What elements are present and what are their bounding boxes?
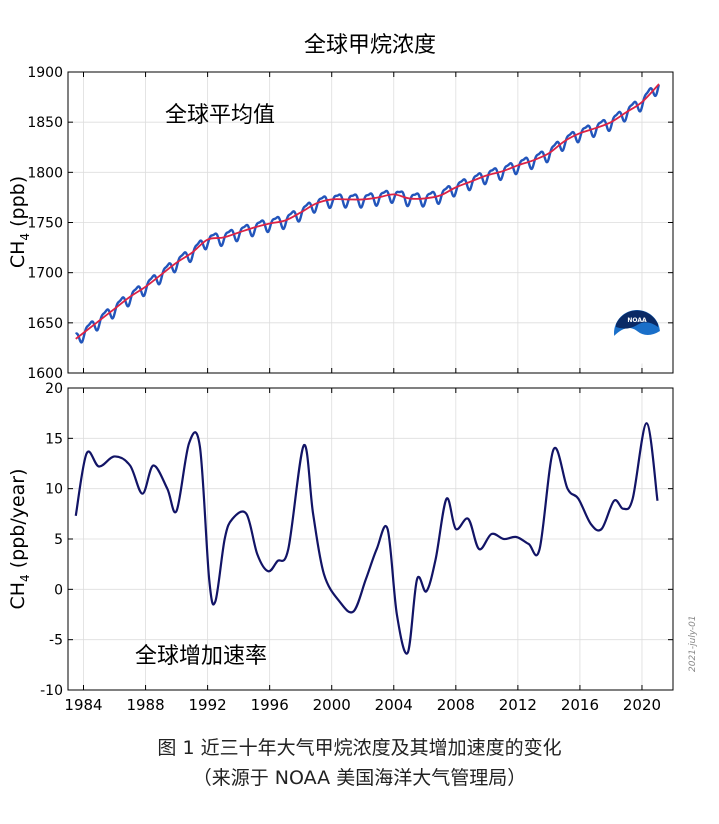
bottom-x-ticks: 1984 1988 1992 1996 2000 2004 2008 2012 2016 2020 bbox=[64, 388, 661, 714]
bottom-y-axis-label: CH4 (ppb/year) bbox=[7, 468, 32, 609]
top-annotation: 全球平均值 bbox=[165, 103, 275, 128]
chart-title: 全球甲烷浓度 bbox=[304, 33, 436, 58]
y-tick-label: 1700 bbox=[27, 266, 63, 282]
y-tick-label: -5 bbox=[49, 633, 63, 649]
trend-line bbox=[75, 83, 660, 340]
x-tick-label: 2012 bbox=[499, 696, 537, 714]
top-series bbox=[74, 83, 660, 344]
methane-chart: 全球甲烷浓度 1600 1650 1700 1750 1800 1850 1900 全球平均… bbox=[7, 33, 674, 714]
bottom-series bbox=[74, 422, 659, 655]
growth-rate-line bbox=[74, 422, 659, 655]
y-tick-label: 5 bbox=[54, 532, 63, 548]
y-tick-label: 1650 bbox=[27, 316, 63, 332]
x-tick-label: 1984 bbox=[64, 696, 102, 714]
top-y-axis-label: CH4 (ppb) bbox=[7, 176, 32, 268]
x-tick-label: 1992 bbox=[189, 696, 227, 714]
noaa-logo-icon: NOAA bbox=[614, 310, 660, 364]
y-tick-label: 20 bbox=[45, 381, 63, 397]
figure-source: （来源于 NOAA 美国海洋大气管理局） bbox=[192, 767, 527, 789]
y-tick-label: 1750 bbox=[27, 216, 63, 232]
x-tick-label: 2000 bbox=[313, 696, 351, 714]
y-tick-label: 1900 bbox=[27, 65, 63, 81]
y-tick-label: 1800 bbox=[27, 165, 63, 181]
bottom-annotation: 全球增加速率 bbox=[135, 644, 267, 669]
noaa-logo-text: NOAA bbox=[627, 317, 647, 324]
monthly-mean-line bbox=[74, 84, 660, 344]
y-tick-label: 10 bbox=[45, 482, 63, 498]
top-panel: 1600 1650 1700 1750 1800 1850 1900 全球平均值 CH4 (… bbox=[7, 65, 674, 382]
figure-caption: 图 1 近三十年大气甲烷浓度及其增加速度的变化 bbox=[157, 737, 562, 759]
top-y-ticks: 1600 1650 1700 1750 1800 1850 1900 bbox=[27, 65, 673, 382]
bottom-y-ticks: -10 -5 0 5 10 15 20 bbox=[40, 381, 673, 699]
y-tick-label: -10 bbox=[40, 683, 63, 699]
y-tick-label: 1600 bbox=[27, 366, 63, 382]
bottom-panel: -10 -5 0 5 10 15 20 1984 1988 1992 1996 2000 2004 20… bbox=[7, 381, 674, 714]
top-grid bbox=[68, 71, 673, 374]
x-tick-label: 1988 bbox=[126, 696, 164, 714]
y-tick-label: 1850 bbox=[27, 115, 63, 131]
x-tick-label: 2020 bbox=[623, 696, 661, 714]
y-tick-label: 0 bbox=[54, 582, 63, 598]
date-stamp: 2021-july-01 bbox=[688, 615, 698, 672]
x-tick-label: 1996 bbox=[251, 696, 289, 714]
x-tick-label: 2004 bbox=[375, 696, 413, 714]
y-tick-label: 15 bbox=[45, 431, 63, 447]
top-x-ticks bbox=[83, 72, 643, 373]
x-tick-label: 2008 bbox=[437, 696, 475, 714]
x-tick-label: 2016 bbox=[561, 696, 599, 714]
